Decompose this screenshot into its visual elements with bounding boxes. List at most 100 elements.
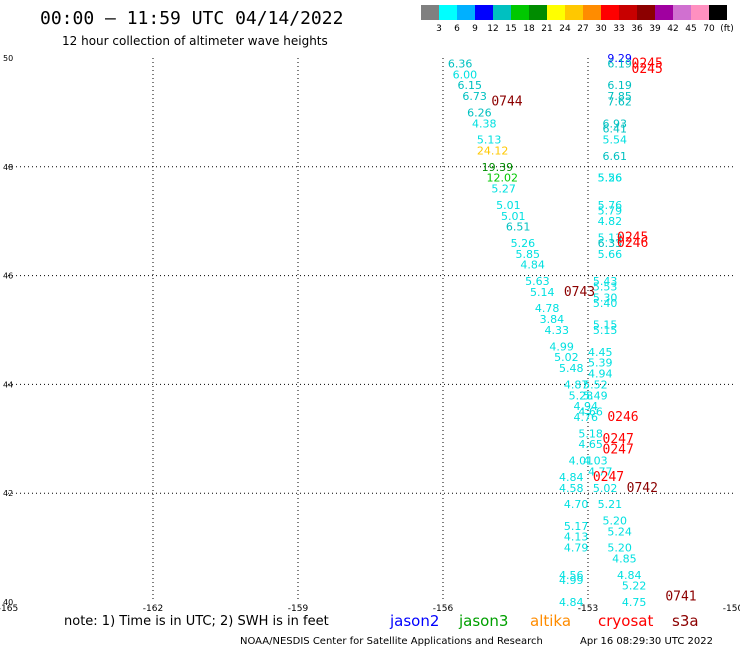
colorbar-tick-label: 9 <box>472 24 478 34</box>
y-tick-label: 44 <box>3 380 13 389</box>
x-tick-label: -159 <box>288 604 309 614</box>
data-label: 5.43 <box>593 275 618 288</box>
data-label: 5.02 <box>554 351 579 364</box>
data-label: 5.27 <box>491 183 516 196</box>
data-label: 5.26 <box>511 237 535 250</box>
x-tick-label: -153 <box>578 604 598 614</box>
data-label: 0245 <box>632 62 663 77</box>
data-label: 6.33 <box>598 237 623 250</box>
data-label: 4.84 <box>559 471 584 484</box>
data-label: 0246 <box>617 236 648 251</box>
data-label: 0743 <box>564 285 595 300</box>
colorbar-tick-label: (ft) <box>720 24 734 34</box>
data-label: 4.84 <box>617 569 642 582</box>
data-label: 5.13 <box>598 232 623 245</box>
data-label: 12.02 <box>487 172 519 185</box>
note-text: note: 1) Time is in UTC; 2) SWH is in fe… <box>64 614 329 629</box>
data-label: 5.20 <box>607 542 632 555</box>
data-label: 5.14 <box>530 286 555 299</box>
data-label: 4.13 <box>564 531 589 544</box>
data-label: 4.78 <box>535 302 560 315</box>
data-label: 5.40 <box>593 297 618 310</box>
data-label: 4.99 <box>559 574 584 587</box>
data-label: 5.30 <box>593 291 618 304</box>
data-label: 0247 <box>593 470 624 485</box>
data-label: 0741 <box>665 590 696 605</box>
legend-entry-jason3: jason3 <box>459 612 509 630</box>
data-label: 24.12 <box>477 144 509 157</box>
colorbar-swatch <box>709 5 727 20</box>
y-tick-label: 46 <box>3 272 13 281</box>
legend-entry-jason2: jason2 <box>390 612 440 630</box>
data-label: 6.00 <box>453 68 478 81</box>
colorbar-swatch <box>565 5 583 20</box>
data-label: 0245 <box>632 56 663 71</box>
colorbar-swatch <box>511 5 529 20</box>
data-label: 5.24 <box>607 525 632 538</box>
data-label: 5.52 <box>583 378 608 391</box>
chart-title: 00:00 – 11:59 UTC 04/14/2022 <box>40 8 344 29</box>
data-label: 5.56 <box>598 172 623 185</box>
data-label: 5.85 <box>516 248 541 261</box>
colorbar-tick-label: 30 <box>595 24 607 34</box>
chart-subtitle: 12 hour collection of altimeter wave hei… <box>62 34 328 48</box>
data-label: 5.49 <box>583 389 608 402</box>
y-tick-label: 42 <box>3 489 13 498</box>
colorbar-tick-label: 27 <box>577 24 589 34</box>
data-label: 5.13 <box>477 134 502 147</box>
colorbar-swatch <box>601 5 619 20</box>
data-label: 4.99 <box>549 340 574 353</box>
timestamp: Apr 16 08:29:30 UTC 2022 <box>580 636 713 647</box>
x-tick-label: -150 <box>723 604 740 614</box>
data-label: 6.61 <box>603 150 628 163</box>
data-label: 4.70 <box>564 498 589 511</box>
data-label: 4.77 <box>588 465 613 478</box>
colorbar-tick-label: 18 <box>523 24 535 34</box>
data-label: 5.53 <box>593 280 618 293</box>
data-label: 5.54 <box>603 134 628 147</box>
data-label: 4.56 <box>559 569 584 582</box>
legend-entry-altika: altika <box>530 612 572 630</box>
data-label: 4.82 <box>598 215 623 228</box>
colorbar-swatch <box>421 5 439 20</box>
data-label: 0742 <box>627 481 658 496</box>
data-label: 4.84 <box>559 596 584 609</box>
data-label: 0246 <box>607 410 638 425</box>
data-label: 5.15 <box>593 319 618 332</box>
colorbar-tick-label: 33 <box>613 24 625 34</box>
data-label: 4.65 <box>578 438 603 451</box>
data-label: 6.19 <box>607 79 632 92</box>
data-label: 4.01 <box>569 455 594 468</box>
data-label: 5.20 <box>603 514 628 527</box>
data-label: 5.01 <box>501 210 526 223</box>
data-label: 0245 <box>617 231 648 246</box>
data-label: 6.41 <box>603 123 628 136</box>
data-label: 6.36 <box>448 57 473 70</box>
data-label: 4.75 <box>622 596 647 609</box>
colorbar-swatch <box>439 5 457 20</box>
data-label: 6.51 <box>506 221 531 234</box>
data-label: 0744 <box>491 95 522 110</box>
colorbar-tick-label: 24 <box>559 24 571 34</box>
data-label: 0247 <box>603 443 634 458</box>
data-label: 4.66 <box>578 406 603 419</box>
legend-entry-cryosat: cryosat <box>598 612 654 630</box>
data-label: 6.19 <box>607 57 632 70</box>
data-label: 6.15 <box>458 79 483 92</box>
data-label: 5.79 <box>598 204 623 217</box>
colorbar-swatch <box>655 5 673 20</box>
data-label: 6.93 <box>603 117 628 130</box>
colorbar-tick-label: 3 <box>436 24 442 34</box>
colorbar-tick-label: 70 <box>703 24 715 34</box>
colorbar-swatch <box>475 5 493 20</box>
colorbar-swatch <box>529 5 547 20</box>
colorbar-tick-label: 45 <box>685 24 697 34</box>
colorbar-swatch <box>691 5 709 20</box>
data-label: 5.26 <box>598 172 623 185</box>
colorbar-swatch <box>547 5 565 20</box>
colorbar-tick-label: 21 <box>541 24 553 34</box>
colorbar-tick-label: 42 <box>667 24 679 34</box>
data-label: 5.48 <box>559 362 584 375</box>
colorbar-tick-label: 15 <box>505 24 517 34</box>
data-label: 5.01 <box>496 199 520 212</box>
